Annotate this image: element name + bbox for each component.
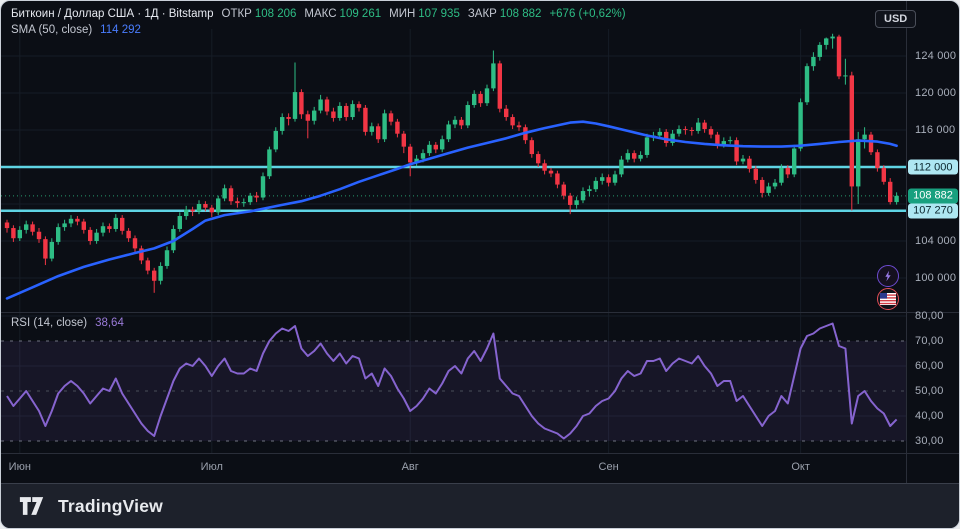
sma-legend: SMA (50, close) 114 292 <box>11 24 141 36</box>
time-axis[interactable]: Июн Июл Авг Сен Окт <box>1 453 906 483</box>
legend-close: ЗАКР 108 882 <box>467 8 542 20</box>
rsi-axis-label: 60,00 <box>915 360 944 372</box>
time-axis-label: Июл <box>200 461 223 473</box>
legend-low: МИН 107 935 <box>389 8 460 20</box>
tradingview-brand[interactable]: TradingView <box>58 495 163 516</box>
last-price-badge: 108 882 <box>908 188 958 204</box>
price-axis-label: 100 000 <box>915 272 957 284</box>
rsi-axis-label: 80,00 <box>915 310 944 322</box>
chart-canvas[interactable] <box>1 1 960 483</box>
level-price-badge: 107 270 <box>908 203 958 219</box>
lightning-icon <box>885 270 891 282</box>
sma-label: SMA (50, close) <box>11 24 93 36</box>
rsi-label: RSI (14, close) <box>11 317 88 329</box>
tradingview-logo-icon[interactable] <box>19 496 49 516</box>
sma-line[interactable] <box>5 120 898 300</box>
price-axis-label: 116 000 <box>915 124 956 136</box>
currency-usd-button[interactable]: USD <box>875 10 917 28</box>
rsi-axis-label: 70,00 <box>915 335 944 347</box>
lightning-event-icon[interactable] <box>877 265 899 287</box>
legend-open: ОТКР 108 206 <box>221 8 297 20</box>
candlestick-series <box>4 33 899 293</box>
legend-high: МАКС 109 261 <box>304 8 382 20</box>
symbol-title: Биткоин / Доллар США · 1Д · Bitstamp <box>11 8 214 20</box>
rsi-axis-label: 40,00 <box>915 410 944 422</box>
legend-change: +676 (+0,62%) <box>549 8 626 20</box>
time-axis-label: Сен <box>598 461 619 473</box>
price-axis[interactable]: 124 000 120 000 116 000 112 000 108 882 107 2… <box>907 1 959 483</box>
time-axis-label: Окт <box>791 461 810 473</box>
rsi-line[interactable] <box>6 322 898 440</box>
price-axis-label: 104 000 <box>915 235 957 247</box>
time-axis-label: Июн <box>8 461 31 473</box>
price-axis-label: 120 000 <box>915 87 957 99</box>
rsi-value: 38,64 <box>95 317 124 329</box>
time-axis-label: Авг <box>401 461 419 473</box>
us-flag-event-icon[interactable] <box>877 288 899 310</box>
us-flag-icon <box>880 293 896 305</box>
sma-value: 114 292 <box>100 24 141 36</box>
price-axis-label: 124 000 <box>915 50 957 62</box>
rsi-legend: RSI (14, close) 38,64 <box>11 317 124 329</box>
rsi-axis-label: 50,00 <box>915 385 944 397</box>
chart-event-markers <box>877 265 899 310</box>
rsi-axis-label: 30,00 <box>915 435 944 447</box>
footer-bar: TradingView <box>1 483 959 528</box>
symbol-legend: Биткоин / Доллар США · 1Д · Bitstamp ОТК… <box>11 8 626 20</box>
level-price-badge: 112 000 <box>908 159 958 175</box>
